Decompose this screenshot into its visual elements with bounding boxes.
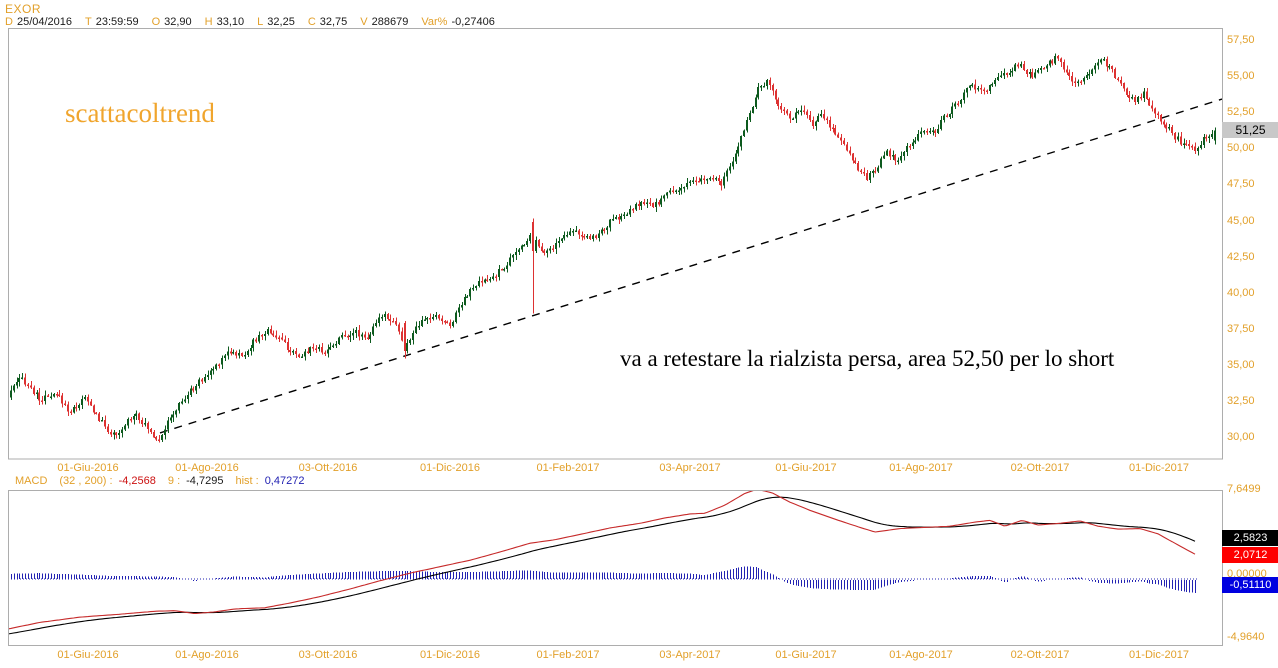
price-axis-tick: 57,50 <box>1227 34 1255 46</box>
date-axis-tick: 01-Ago-2017 <box>889 462 953 474</box>
date-axis-tick: 01-Dic-2016 <box>420 649 480 661</box>
readout-variation: Var% -0,27406 <box>421 16 495 28</box>
price-axis-tick: 32,50 <box>1227 395 1255 407</box>
readout-open: O 32,90 <box>151 16 192 28</box>
date-axis-tick: 01-Giu-2016 <box>57 462 119 474</box>
price-chart-panel: scattacoltrend va a retestare la rialzis… <box>8 28 1223 460</box>
date-axis-tick: 01-Giu-2016 <box>57 649 119 661</box>
price-axis-tick: 50,00 <box>1227 142 1255 155</box>
readout-date: D 25/04/2016 <box>5 16 73 28</box>
price-axis-tick: 47,50 <box>1227 178 1255 191</box>
date-axis-tick: 03-Ott-2016 <box>298 649 358 661</box>
macd-value-badge: 2,0712 <box>1222 546 1278 563</box>
macd-status-line: MACD (32 , 200) : -4,2568 9 : -4,7295 hist… <box>15 475 304 487</box>
date-axis-tick: 03-Ott-2016 <box>298 462 358 474</box>
ohlc-readout: D 25/04/2016 T 23:59:59 O 32,90 H 33,10 L 32,… <box>5 16 495 28</box>
macd-axis-tick: -4,9640 <box>1227 631 1265 644</box>
macd-axis-tick: 7,6499 <box>1227 483 1261 496</box>
price-axis-tick: 55,00 <box>1227 70 1255 83</box>
macd-value-badge: -0,51110 <box>1222 576 1278 593</box>
last-price-badge: 51,25 <box>1222 122 1278 139</box>
readout-high: H 33,10 <box>204 16 245 28</box>
readout-time: T 23:59:59 <box>85 16 139 28</box>
macd-chart-panel <box>8 490 1223 646</box>
readout-close: C 32,75 <box>307 16 348 28</box>
date-axis-tick: 01-Dic-2017 <box>1129 462 1189 474</box>
date-axis-tick: 01-Feb-2017 <box>536 462 600 474</box>
date-axis-tick: 01-Feb-2017 <box>536 649 600 661</box>
macd-value-badge: 2,5823 <box>1222 530 1278 547</box>
price-axis-tick: 40,00 <box>1227 286 1255 299</box>
price-axis-tick: 45,00 <box>1227 214 1255 227</box>
date-axis-tick: 01-Dic-2016 <box>420 462 480 474</box>
symbol-title: EXOR <box>5 2 42 16</box>
candlestick-chart <box>8 28 1223 460</box>
macd-hist-pair: hist :0,47272 <box>235 475 305 487</box>
macd-indicator-name: MACD <box>15 475 48 487</box>
date-axis-tick: 01-Giu-2017 <box>775 649 837 661</box>
date-axis-tick: 01-Ago-2016 <box>175 462 239 474</box>
macd-chart <box>8 490 1223 646</box>
date-axis-tick: 01-Giu-2017 <box>775 462 837 474</box>
date-axis-tick: 01-Ago-2017 <box>889 649 953 661</box>
price-axis-tick: 30,00 <box>1227 431 1255 444</box>
macd-signal-pair: 9 : -4,7295 <box>167 475 224 487</box>
readout-low: L 32,25 <box>257 16 295 28</box>
price-axis-tick: 35,00 <box>1227 358 1255 371</box>
macd-value-pair: (32 , 200) : -4,2568 <box>59 475 156 487</box>
price-axis-tick: 42,50 <box>1227 250 1255 263</box>
date-axis-tick: 01-Ago-2016 <box>175 649 239 661</box>
date-axis-tick: 01-Dic-2017 <box>1129 649 1189 661</box>
date-axis-tick: 03-Apr-2017 <box>659 462 721 474</box>
price-axis-tick: 37,50 <box>1227 322 1255 335</box>
price-axis-tick: 52,50 <box>1227 106 1255 119</box>
readout-volume: V 288679 <box>360 16 409 28</box>
date-axis-tick: 02-Ott-2017 <box>1010 462 1070 474</box>
date-axis-tick: 02-Ott-2017 <box>1010 649 1070 661</box>
date-axis-tick: 03-Apr-2017 <box>659 649 721 661</box>
